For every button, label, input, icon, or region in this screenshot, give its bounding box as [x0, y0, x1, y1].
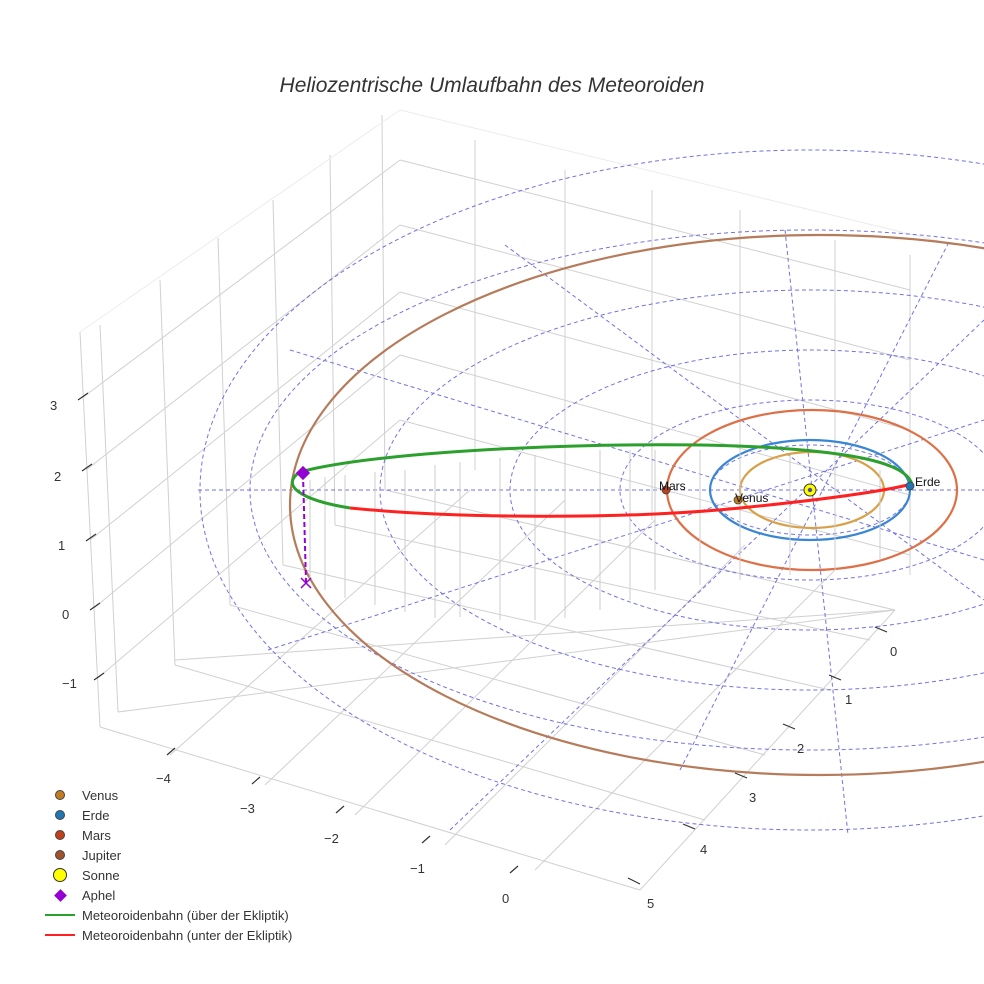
jupiter-orbit — [289, 233, 984, 777]
x-tick-minus1: −1 — [410, 861, 425, 876]
meteoroid-orbit-below-ecliptic — [349, 482, 913, 518]
legend-item-venus[interactable]: Venus — [38, 785, 292, 805]
meteoroid-orbit — [291, 443, 914, 518]
mars-dot-icon — [55, 830, 65, 840]
chart-title: Heliozentrische Umlaufbahn des Meteoroid… — [279, 74, 705, 97]
y-tick-1: 1 — [845, 692, 852, 707]
x-axis: −4 −3 −2 −1 0 — [156, 747, 519, 906]
x-tick-minus4: −4 — [156, 771, 171, 786]
y-tick-0: 0 — [890, 644, 897, 659]
legend: Venus Erde Mars Jupiter Sonne Aphel Mete… — [38, 785, 292, 945]
aphel-marker — [295, 465, 311, 481]
aphel-projection-cross-icon — [300, 577, 312, 589]
erde-marker — [905, 481, 915, 491]
z-tick-3: 3 — [50, 398, 57, 413]
green-line-icon — [45, 914, 75, 916]
red-line-icon — [45, 934, 75, 936]
x-tick-minus2: −2 — [324, 831, 339, 846]
legend-item-erde[interactable]: Erde — [38, 805, 292, 825]
venus-dot-icon — [55, 790, 65, 800]
mars-marker — [661, 485, 671, 495]
sonne-circle-icon — [53, 868, 67, 882]
aphel-projection — [300, 473, 312, 589]
legend-item-aphel[interactable]: Aphel — [38, 885, 292, 905]
z-tick-1: 1 — [58, 538, 65, 553]
x-tick-minus3: −3 — [240, 801, 255, 816]
y-tick-2: 2 — [797, 741, 804, 756]
z-tick-0: 0 — [62, 607, 69, 622]
meteoroid-orbit-above-ecliptic — [291, 443, 914, 510]
y-axis: 0 1 2 3 4 5 — [627, 626, 897, 911]
legend-item-jupiter[interactable]: Jupiter — [38, 845, 292, 865]
erde-dot-icon — [55, 810, 65, 820]
legend-item-sonne[interactable]: Sonne — [38, 865, 292, 885]
z-axis: 3 2 1 0 −1 — [50, 392, 105, 691]
jupiter-dot-icon — [55, 850, 65, 860]
y-tick-5: 5 — [647, 896, 654, 911]
mars-label: Mars — [659, 479, 686, 493]
markers — [295, 465, 915, 505]
venus-label: Venus — [735, 491, 768, 505]
venus-marker — [733, 495, 743, 505]
z-tick-minus1: −1 — [62, 676, 77, 691]
legend-item-mars[interactable]: Mars — [38, 825, 292, 845]
legend-item-orbit-below[interactable]: Meteoroidenbahn (unter der Ekliptik) — [38, 925, 292, 945]
erde-label: Erde — [915, 475, 941, 489]
z-tick-2: 2 — [54, 469, 61, 484]
y-tick-4: 4 — [700, 842, 707, 857]
x-tick-0: 0 — [502, 891, 509, 906]
projection-drop-lines — [309, 450, 881, 620]
y-tick-3: 3 — [749, 790, 756, 805]
aphel-diamond-icon — [53, 888, 67, 902]
legend-item-orbit-above[interactable]: Meteoroidenbahn (über der Ekliptik) — [38, 905, 292, 925]
